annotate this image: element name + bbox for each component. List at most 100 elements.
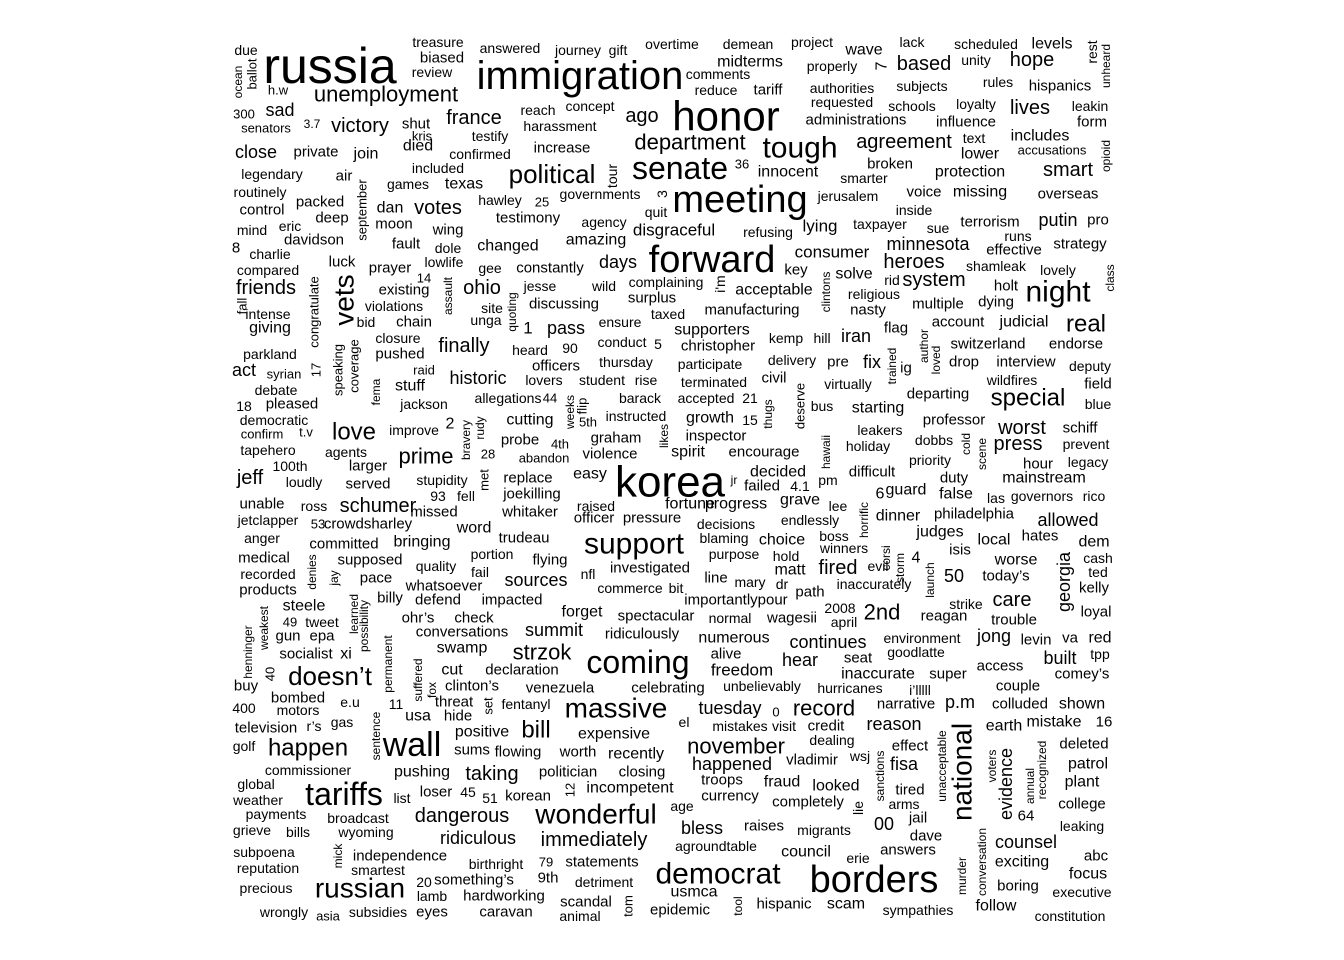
word-hardworking: hardworking xyxy=(463,888,545,905)
word-sad: sad xyxy=(265,100,294,120)
word-commissioner: commissioner xyxy=(265,762,352,778)
word-effective: effective xyxy=(986,242,1042,259)
word-games: games xyxy=(387,176,429,192)
word-threat: threat xyxy=(435,694,474,711)
word-student: student xyxy=(579,372,625,388)
word-3-7: 3.7 xyxy=(304,117,321,131)
word-quality: quality xyxy=(416,558,456,574)
word-scandal: scandal xyxy=(560,894,612,911)
word-asia: asia xyxy=(316,909,341,924)
word-bringing: bringing xyxy=(394,534,451,551)
word-exciting: exciting xyxy=(995,854,1049,871)
word-record: record xyxy=(793,696,855,721)
word-ocean: ocean xyxy=(231,66,245,99)
word-davidson: davidson xyxy=(284,232,344,249)
word-intense: intense xyxy=(245,306,290,322)
word-inaccurately: inaccurately xyxy=(837,576,912,592)
word-korea: korea xyxy=(615,458,726,507)
word-fired: fired xyxy=(819,557,858,579)
word-1: 1 xyxy=(523,319,532,338)
word-progress: progress xyxy=(705,496,767,513)
word-senators: senators xyxy=(241,121,291,136)
word-tough: tough xyxy=(762,132,837,165)
word-subpoena: subpoena xyxy=(233,844,295,860)
word-tapehero: tapehero xyxy=(240,442,295,458)
word-lying: lying xyxy=(803,217,838,236)
word-wave: wave xyxy=(844,42,882,59)
word-2008: 2008 xyxy=(824,600,855,616)
word-unga: unga xyxy=(470,312,501,328)
word-dying: dying xyxy=(978,294,1014,311)
word-xi: xi xyxy=(340,646,352,663)
word-leakers: leakers xyxy=(857,422,902,438)
word-credit: credit xyxy=(808,718,846,735)
word-duty: duty xyxy=(940,470,969,487)
word-strike: strike xyxy=(949,596,983,612)
word-0: 0 xyxy=(772,705,779,720)
word-night: night xyxy=(1025,276,1091,309)
word-kemp: kemp xyxy=(769,330,803,346)
word-journey: journey xyxy=(554,42,601,58)
word-ago: ago xyxy=(625,105,658,127)
word-testimony: testimony xyxy=(496,210,561,227)
word-strzok: strzok xyxy=(513,640,573,665)
word-terrorism: terrorism xyxy=(960,214,1019,231)
word-93: 93 xyxy=(430,488,446,504)
word-schools: schools xyxy=(888,98,935,114)
word-flying: flying xyxy=(532,552,567,569)
word-hear: hear xyxy=(782,650,818,670)
word-murder: murder xyxy=(955,857,969,895)
word-judges: judges xyxy=(915,524,963,541)
word-28: 28 xyxy=(481,447,495,462)
word-abandon: abandon xyxy=(519,451,570,466)
word-hill: hill xyxy=(813,330,830,346)
word-press: press xyxy=(994,433,1043,455)
word-gas: gas xyxy=(331,714,354,730)
word-professor: professor xyxy=(923,412,986,429)
word-20: 20 xyxy=(416,874,432,890)
word-instructed: instructed xyxy=(606,408,667,424)
word-judicial: judicial xyxy=(999,314,1049,331)
word-endlessly: endlessly xyxy=(781,512,839,528)
word-lives: lives xyxy=(1010,97,1050,119)
word-gun: gun xyxy=(275,628,300,645)
word-rico: rico xyxy=(1083,488,1106,504)
word-raid: raid xyxy=(413,363,435,378)
word-shut: shut xyxy=(402,116,431,133)
word-corsi: corsi xyxy=(879,545,893,570)
word-3: 3 xyxy=(654,190,670,198)
word-historic: historic xyxy=(449,368,506,388)
word-sanctions: sanctions xyxy=(873,751,887,802)
word-loudly: loudly xyxy=(286,474,323,490)
word-lack: lack xyxy=(900,34,926,50)
word-supposed: supposed xyxy=(337,552,402,569)
word-choice: choice xyxy=(759,532,805,549)
word-support: support xyxy=(584,528,685,561)
word-jr: jr xyxy=(730,473,738,487)
word-90: 90 xyxy=(562,340,578,356)
word-gift: gift xyxy=(609,42,628,58)
word-hispanic: hispanic xyxy=(756,896,812,913)
word-allowed: allowed xyxy=(1037,510,1098,530)
word-swamp: swamp xyxy=(437,640,488,657)
word-biased: biased xyxy=(420,50,464,67)
word-luck: luck xyxy=(329,254,356,271)
word-forget: forget xyxy=(562,604,603,621)
word-incompetent: incompetent xyxy=(586,780,674,797)
word-counsel: counsel xyxy=(995,832,1057,852)
word-expensive: expensive xyxy=(578,726,650,743)
word-april: april xyxy=(831,614,857,630)
word-hispanics: hispanics xyxy=(1029,78,1092,95)
word-officers: officers xyxy=(532,358,580,375)
word-russia: russia xyxy=(263,38,397,94)
word-wall: wall xyxy=(382,726,442,764)
word-17: 17 xyxy=(309,363,324,377)
word-broadcast: broadcast xyxy=(327,810,389,826)
word-matt: matt xyxy=(774,562,806,579)
word-departing: departing xyxy=(907,386,970,403)
word-patrol: patrol xyxy=(1068,756,1108,773)
word-freedom: freedom xyxy=(711,661,773,680)
word-launch: launch xyxy=(923,562,937,597)
word-el: el xyxy=(679,714,690,730)
word-arms: arms xyxy=(888,796,919,812)
